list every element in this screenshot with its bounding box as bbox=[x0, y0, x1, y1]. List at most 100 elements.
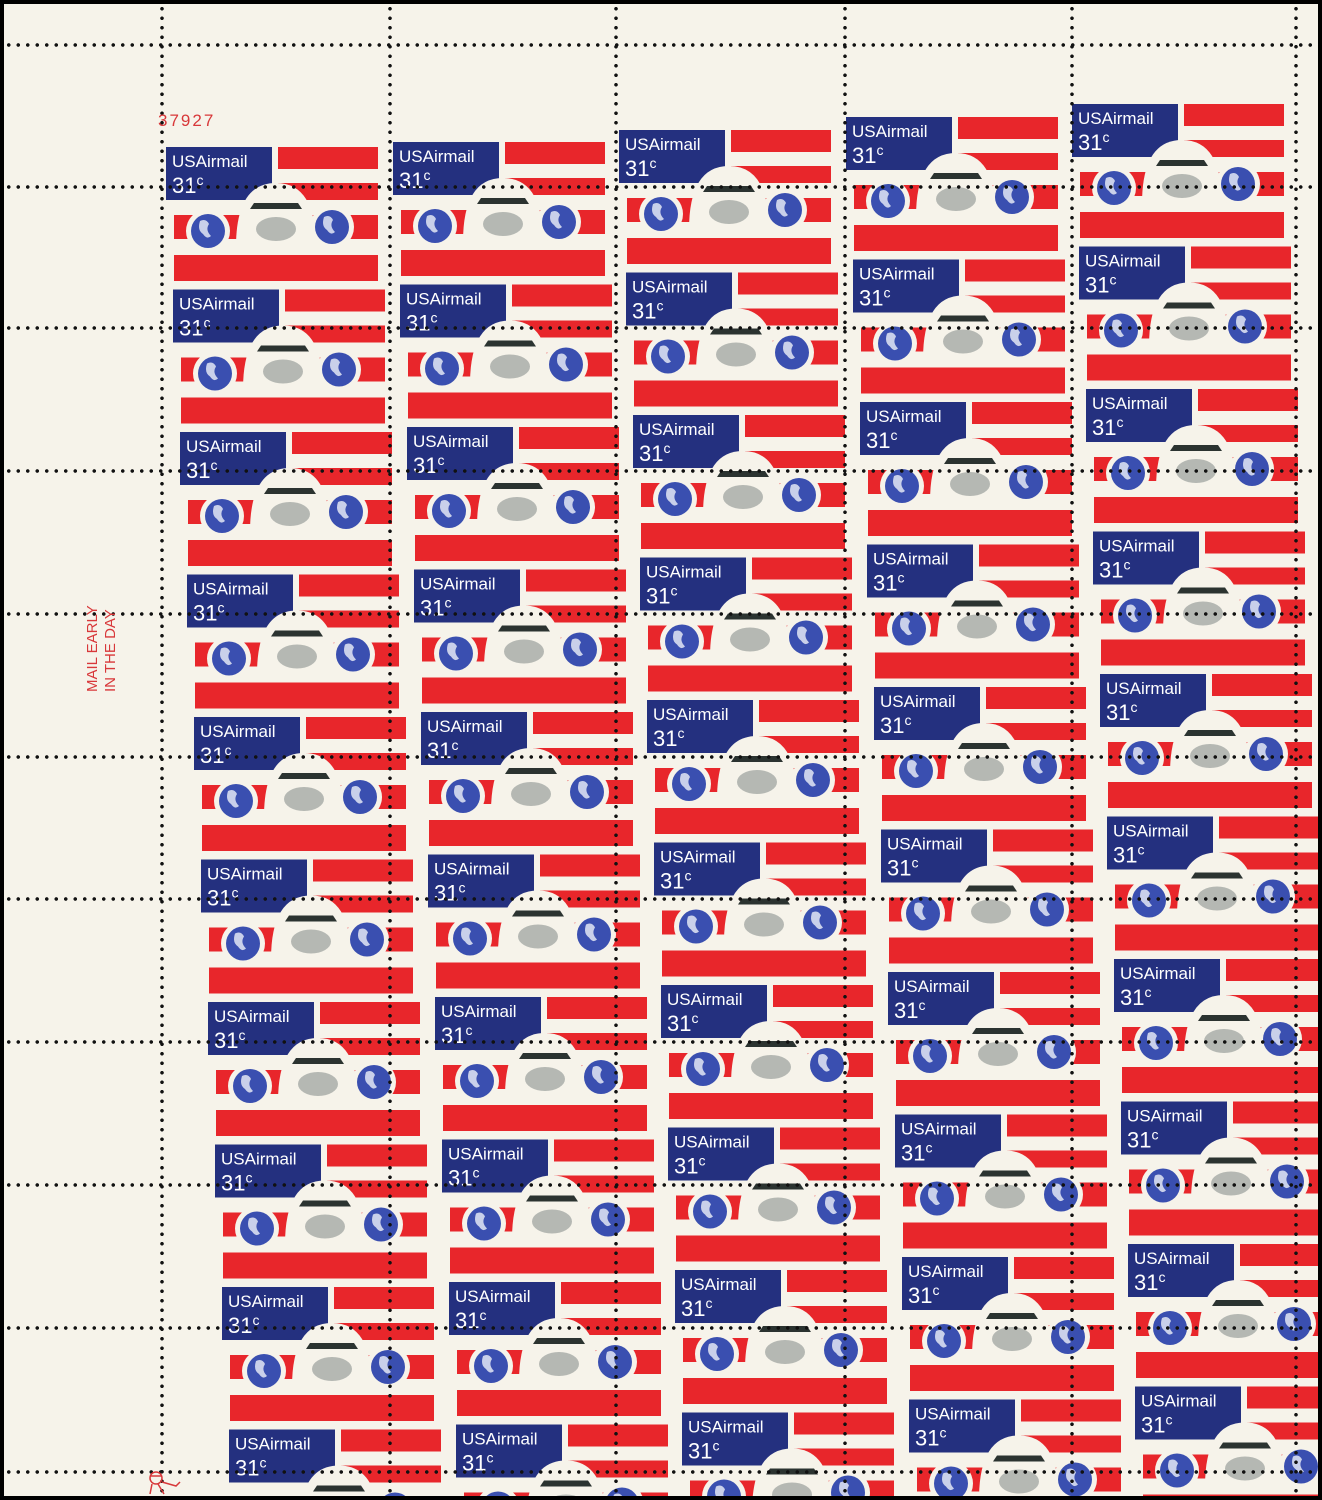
stripe bbox=[662, 950, 866, 977]
globe-icon bbox=[350, 922, 384, 957]
stamp-denomination: 31c bbox=[420, 595, 451, 621]
stripe bbox=[1014, 1257, 1114, 1279]
globe-icon bbox=[693, 1194, 727, 1229]
stripe bbox=[209, 967, 413, 994]
stripe bbox=[408, 392, 612, 419]
stamp-denomination: 31c bbox=[413, 452, 444, 478]
cockpit-windows bbox=[491, 483, 543, 489]
stamp-title: USAirmail bbox=[1141, 1392, 1217, 1411]
globe-icon bbox=[357, 1065, 391, 1099]
airplane-intake bbox=[511, 782, 551, 806]
stripe bbox=[306, 717, 406, 739]
globe-icon bbox=[1104, 313, 1138, 348]
cockpit-windows bbox=[519, 1053, 571, 1059]
airplane-nose bbox=[285, 1180, 365, 1245]
perforation-horizontal bbox=[4, 612, 1318, 616]
cockpit-windows bbox=[257, 345, 309, 352]
stripe bbox=[648, 665, 852, 692]
airplane-nose bbox=[463, 178, 543, 242]
stripe bbox=[868, 510, 1072, 536]
stripe bbox=[759, 700, 859, 722]
stripe bbox=[505, 142, 605, 164]
airplane-intake bbox=[1225, 1456, 1265, 1481]
airplane-intake bbox=[772, 1482, 812, 1496]
globe-icon bbox=[418, 209, 452, 243]
stamp-title: USAirmail bbox=[200, 722, 276, 741]
airplane-intake bbox=[709, 200, 749, 224]
stripe bbox=[223, 1252, 427, 1279]
airplane-intake bbox=[291, 929, 331, 954]
stripe bbox=[450, 1247, 654, 1274]
airplane-nose bbox=[724, 878, 804, 943]
stripe bbox=[910, 1365, 1114, 1391]
globe-icon bbox=[789, 620, 823, 655]
stamp-title: USAirmail bbox=[915, 1405, 991, 1424]
stamp-title: USAirmail bbox=[1106, 679, 1182, 698]
stamp-title: USAirmail bbox=[632, 278, 708, 297]
stamp-title: USAirmail bbox=[235, 1435, 311, 1454]
stripe bbox=[882, 795, 1086, 821]
stamp-title: USAirmail bbox=[667, 990, 743, 1009]
stamp-title: USAirmail bbox=[221, 1150, 297, 1169]
cockpit-windows bbox=[1205, 1157, 1257, 1164]
cockpit-windows bbox=[965, 885, 1017, 892]
stamp-title: USAirmail bbox=[852, 122, 928, 141]
stamp-title: USAirmail bbox=[434, 860, 510, 879]
stripe bbox=[986, 687, 1086, 709]
stripe bbox=[313, 859, 413, 882]
globe-icon bbox=[1002, 322, 1036, 357]
airplane-intake bbox=[504, 639, 544, 664]
airplane-intake bbox=[305, 1214, 345, 1239]
airplane-nose bbox=[745, 1306, 825, 1370]
stripe bbox=[965, 259, 1065, 282]
globe-icon bbox=[892, 611, 926, 646]
airplane-nose bbox=[689, 166, 769, 230]
globe-icon bbox=[439, 636, 473, 671]
stripe bbox=[1101, 639, 1305, 666]
stamp-title: USAirmail bbox=[441, 1002, 517, 1021]
stripe bbox=[320, 1002, 420, 1024]
stripe bbox=[1233, 1101, 1318, 1124]
globe-icon bbox=[1016, 607, 1050, 642]
globe-icon bbox=[343, 780, 377, 814]
stamp-title: USAirmail bbox=[674, 1133, 750, 1152]
stripe bbox=[752, 557, 852, 580]
stamp-title: USAirmail bbox=[1078, 109, 1154, 128]
stamp-title: USAirmail bbox=[866, 407, 942, 426]
stamp-title: USAirmail bbox=[186, 437, 262, 456]
cockpit-windows bbox=[540, 1480, 592, 1487]
inscription-line-1: MAIL EARLY bbox=[84, 605, 101, 692]
stamp-title: USAirmail bbox=[688, 1418, 764, 1437]
stripe bbox=[554, 1139, 654, 1162]
stamp-title: USAirmail bbox=[681, 1275, 757, 1294]
airplane-nose bbox=[491, 748, 571, 812]
airplane-intake bbox=[525, 1067, 565, 1091]
cockpit-windows bbox=[292, 1058, 344, 1064]
globe-icon bbox=[679, 909, 713, 944]
airplane-intake bbox=[497, 497, 537, 521]
cockpit-windows bbox=[1198, 1015, 1250, 1021]
stamp-title: USAirmail bbox=[660, 848, 736, 867]
globe-icon bbox=[1270, 1164, 1304, 1199]
stripe bbox=[1219, 816, 1318, 839]
cockpit-windows bbox=[951, 600, 1003, 607]
perforation-horizontal bbox=[4, 185, 1318, 189]
stamp-title: USAirmail bbox=[193, 580, 269, 599]
stamp-title: USAirmail bbox=[873, 550, 949, 569]
